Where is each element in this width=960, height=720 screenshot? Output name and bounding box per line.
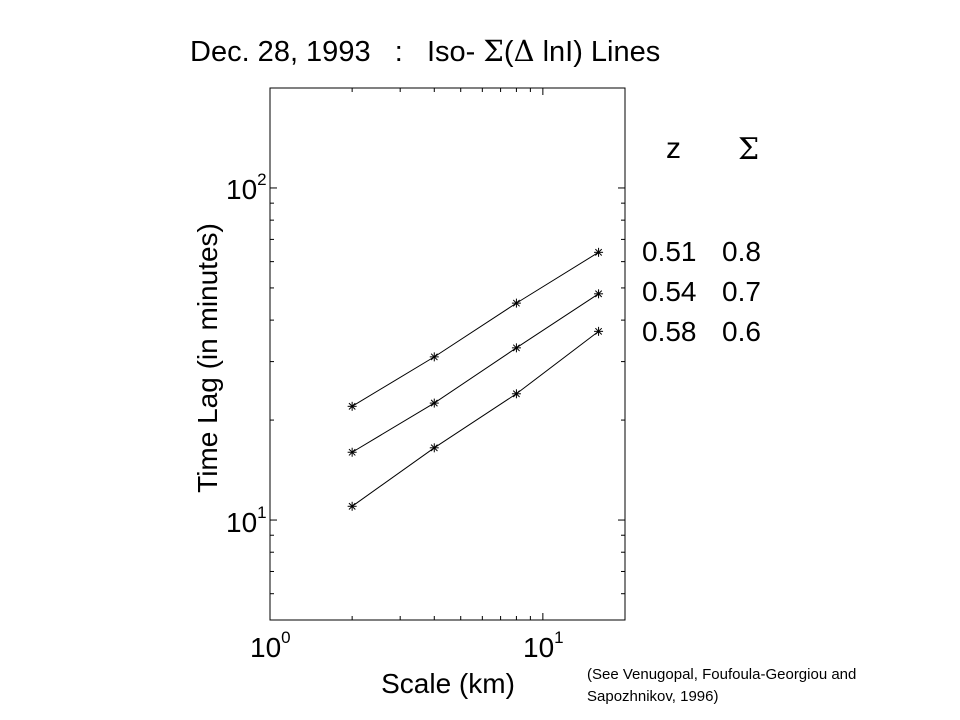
legend-header-sigma: Σ — [738, 132, 760, 167]
legend-z-value: 0.51 — [642, 236, 697, 267]
series-line-3 — [351, 330, 599, 507]
data-point — [594, 326, 604, 336]
title-prefix: Dec. 28, 1993 : Iso- — [190, 36, 484, 68]
data-point — [347, 501, 357, 511]
legend-z-value: 0.54 — [642, 276, 697, 307]
y-tick-label-10: 101 — [226, 503, 267, 538]
data-point — [429, 398, 439, 408]
citation-line-2: Sapozhnikov, 1996) — [587, 688, 719, 705]
x-tick-label-10: 101 — [523, 628, 564, 663]
legend-row-3: 0.58 0.6 — [642, 316, 761, 348]
data-point — [511, 389, 521, 399]
series-line-1 — [351, 251, 599, 407]
series-line-2 — [351, 293, 599, 453]
legend-sigma-value: 0.8 — [722, 236, 761, 267]
title-delta: Δ — [513, 34, 535, 68]
data-point — [429, 352, 439, 362]
data-point — [511, 343, 521, 353]
data-point — [594, 247, 604, 257]
data-point — [347, 447, 357, 457]
legend-z-value: 0.58 — [642, 316, 697, 347]
data-point — [511, 298, 521, 308]
legend-sigma-value: 0.7 — [722, 276, 761, 307]
data-point — [429, 443, 439, 453]
citation: (See Venugopal, Foufoula-Georgiou and Sa… — [587, 664, 947, 708]
x-tick-label-1: 100 — [250, 628, 291, 663]
y-tick-label-100: 102 — [226, 170, 267, 205]
plot-frame — [269, 87, 626, 621]
title-sigma: Σ — [483, 34, 504, 68]
title-open-paren: ( — [503, 36, 514, 68]
title-suffix: lnI) Lines — [534, 36, 661, 68]
legend-row-2: 0.54 0.7 — [642, 276, 761, 308]
legend-sigma-value: 0.6 — [722, 316, 761, 347]
x-axis-label: Scale (km) — [381, 668, 515, 699]
citation-line-1: (See Venugopal, Foufoula-Georgiou and — [587, 666, 857, 683]
chart-title: Dec. 28, 1993 : Iso- Σ(Δ lnI) Lines — [190, 34, 660, 69]
legend-row-1: 0.51 0.8 — [642, 236, 761, 268]
legend-header-z: z — [666, 132, 681, 165]
data-point — [594, 289, 604, 299]
data-point — [347, 401, 357, 411]
y-axis-label: Time Lag (in minutes) — [192, 223, 223, 493]
